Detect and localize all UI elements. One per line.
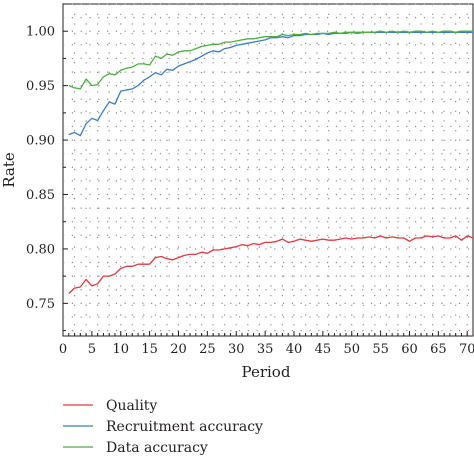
x-tick-label: 70 xyxy=(459,342,474,357)
x-tick-label: 10 xyxy=(112,342,129,357)
legend-label-quality: Quality xyxy=(106,398,157,414)
y-tick-label: 0.80 xyxy=(26,242,55,257)
legend-label-data-accuracy: Data accuracy xyxy=(106,440,208,456)
y-tick-label: 0.85 xyxy=(26,188,55,203)
y-axis-title: Rate xyxy=(0,152,18,188)
x-tick-label: 60 xyxy=(401,342,418,357)
y-tick-label: 0.75 xyxy=(26,297,55,312)
plot-area xyxy=(62,3,474,337)
legend-label-recruitment-accuracy: Recruitment accuracy xyxy=(106,419,263,435)
x-axis-title: Period xyxy=(242,363,291,381)
grid xyxy=(63,3,473,336)
x-tick-label: 25 xyxy=(199,342,216,357)
x-tick-label: 30 xyxy=(228,342,245,357)
y-tick-label: 0.90 xyxy=(26,134,55,149)
x-tick-label: 55 xyxy=(372,342,389,357)
x-tick-label: 40 xyxy=(286,342,303,357)
x-tick-label: 0 xyxy=(59,342,67,357)
x-tick-label: 50 xyxy=(343,342,360,357)
x-tick-label: 20 xyxy=(170,342,187,357)
legend: Quality Recruitment accuracy Data accuracy xyxy=(63,398,263,456)
x-tick-label: 15 xyxy=(141,342,158,357)
x-tick-label: 5 xyxy=(88,342,96,357)
series-lines xyxy=(68,30,474,294)
x-tick-label: 65 xyxy=(430,342,447,357)
series-line-data-accuracy xyxy=(68,30,473,90)
series-line-quality xyxy=(68,235,474,294)
y-tick-label: 0.95 xyxy=(26,79,55,94)
axis-ticks: 0 5 10 15 20 25 30 35 40 45 50 55 60 65 70 0.75 0.80 0.85… xyxy=(26,3,474,357)
x-tick-label: 45 xyxy=(315,342,332,357)
series-line-recruitment-accuracy xyxy=(68,31,473,137)
x-tick-label: 35 xyxy=(257,342,274,357)
y-tick-label: 1.00 xyxy=(26,25,55,40)
